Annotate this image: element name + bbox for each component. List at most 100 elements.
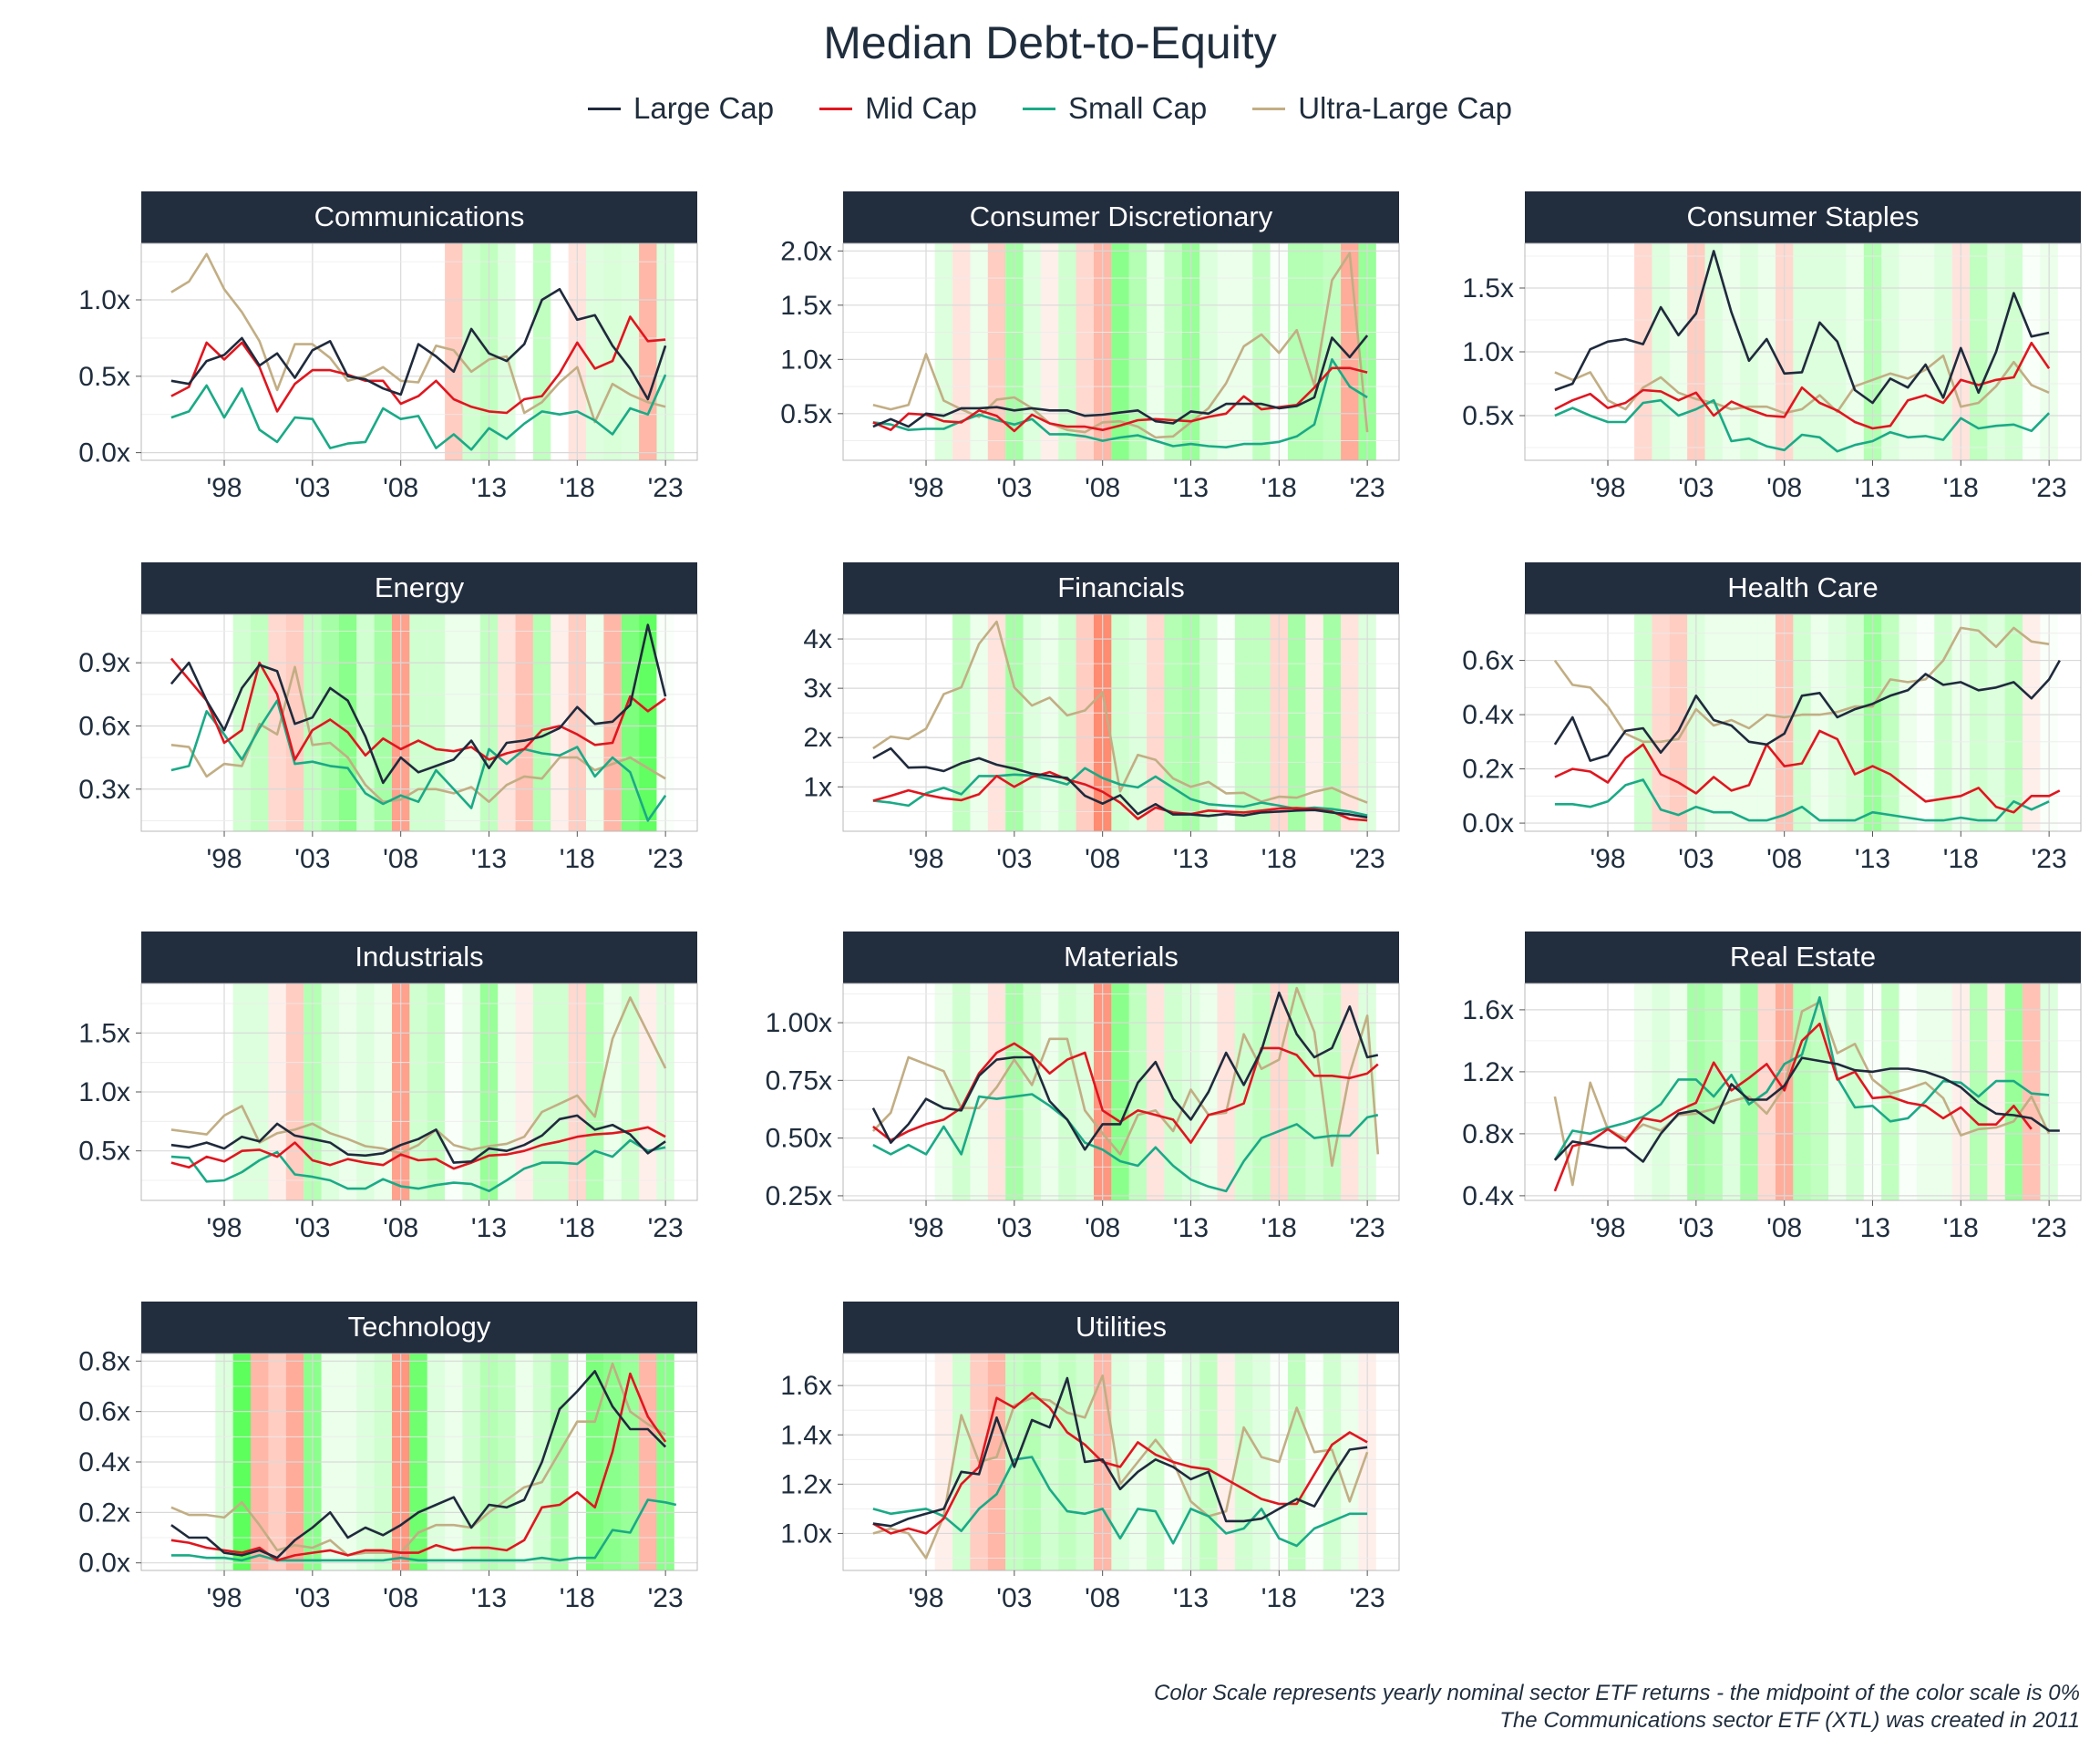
return-band (1234, 243, 1253, 460)
y-tick-label: 0.4x (1462, 700, 1514, 730)
return-band (934, 1354, 953, 1570)
return-band (1634, 983, 1652, 1200)
series-line-large-cap (871, 991, 1379, 1151)
y-tick-label: 1.0x (1462, 337, 1514, 367)
x-tick-label: '23 (648, 844, 684, 874)
x-tick-label: '08 (1766, 844, 1802, 874)
x-tick-label: '13 (471, 473, 507, 503)
return-band (1722, 614, 1741, 831)
return-band (374, 614, 392, 831)
x-tick-label: '03 (1678, 844, 1714, 874)
panel-border (842, 1353, 1400, 1571)
legend-item-small-cap: Small Cap (1022, 91, 1207, 126)
return-band (1899, 614, 1917, 831)
x-tick-label: '08 (383, 1213, 418, 1243)
return-band (498, 243, 516, 460)
panel-strip (141, 562, 697, 614)
legend-label: Ultra-Large Cap (1298, 91, 1512, 125)
x-tick-label: '98 (908, 1583, 943, 1613)
panel-strip (843, 1302, 1399, 1354)
return-band (445, 614, 463, 831)
return-band (1076, 983, 1094, 1200)
series-line-large-cap (1553, 659, 2061, 762)
series-line-small-cap (1553, 996, 2050, 1161)
return-band (498, 614, 516, 831)
return-band (1987, 614, 2005, 831)
return-band (970, 983, 988, 1200)
return-band (1323, 614, 1342, 831)
return-band (1669, 614, 1688, 831)
series-line-ultra-large-cap (170, 252, 666, 424)
panel-energy: Energy 0.3x 0.6x 0.9x '98 '03 '08 '13 '18 '23 (78, 562, 698, 874)
series-line-mid-cap (872, 770, 1368, 822)
x-tick-label: '18 (1261, 844, 1297, 874)
y-tick-label: 0.50x (766, 1124, 832, 1154)
return-band (1288, 983, 1306, 1200)
panel-border (842, 983, 1400, 1201)
return-band (1323, 1354, 1342, 1570)
y-tick-label: 0.2x (1462, 755, 1514, 785)
panel-border (1524, 983, 2082, 1201)
return-band (1147, 614, 1165, 831)
series-line-ultra-large-cap (872, 1374, 1369, 1560)
return-band (1164, 614, 1182, 831)
series-line-small-cap (170, 374, 667, 451)
return-band (1934, 614, 1952, 831)
y-tick-label: 1.6x (780, 1371, 832, 1401)
series-line-mid-cap (1554, 341, 2051, 430)
x-tick-label: '08 (1085, 1213, 1120, 1243)
x-tick-label: '18 (1943, 844, 1979, 874)
return-band (1252, 983, 1271, 1200)
return-band (1076, 243, 1094, 460)
x-tick-label: '13 (1173, 473, 1209, 503)
return-band (987, 1354, 1006, 1570)
panel-title: Materials (1064, 941, 1179, 973)
return-band (1288, 1354, 1306, 1570)
return-band (1970, 614, 1988, 831)
x-tick-label: '08 (383, 473, 418, 503)
return-band (1040, 243, 1059, 460)
x-tick-label: '23 (1350, 844, 1385, 874)
y-tick-label: 0.25x (766, 1181, 832, 1211)
legend-item-large-cap: Large Cap (587, 91, 774, 126)
x-tick-label: '13 (1855, 473, 1890, 503)
return-band (1128, 243, 1148, 460)
return-band (1252, 243, 1271, 460)
x-tick-label: '13 (1855, 1213, 1890, 1243)
return-band (232, 614, 252, 831)
return-band (1234, 614, 1253, 831)
return-band (1111, 243, 1129, 460)
return-band (427, 614, 446, 831)
return-band (2023, 983, 2041, 1200)
panel-title: Industrials (355, 941, 483, 973)
x-tick-label: '13 (1173, 844, 1209, 874)
y-tick-label: 4x (803, 624, 832, 654)
y-tick-label: 0.6x (1462, 646, 1514, 676)
return-band (321, 614, 339, 831)
x-tick-label: '18 (1261, 1213, 1297, 1243)
return-band (952, 243, 971, 460)
series-line-ultra-large-cap (872, 252, 1369, 439)
panel-strip (141, 1302, 697, 1354)
x-tick-label: '03 (294, 473, 330, 503)
return-band (1040, 614, 1059, 831)
series-line-large-cap (170, 1114, 666, 1164)
y-tick-label: 0.8x (78, 1346, 130, 1376)
return-band (1341, 983, 1359, 1200)
x-tick-label: '13 (471, 1583, 507, 1613)
x-tick-label: '08 (1766, 1213, 1802, 1243)
y-tick-label: 0.3x (78, 775, 130, 805)
return-band (1217, 243, 1235, 460)
return-band (1040, 983, 1059, 1200)
return-band (952, 1354, 971, 1570)
x-tick-label: '08 (1766, 473, 1802, 503)
legend-swatch (587, 107, 621, 110)
y-tick-label: 2x (803, 723, 832, 753)
return-band (338, 614, 357, 831)
x-tick-label: '03 (294, 844, 330, 874)
legend-item-ultra-large-cap: Ultra-Large Cap (1252, 91, 1512, 126)
panel-title: Energy (375, 571, 465, 603)
x-tick-label: '23 (2032, 1213, 2067, 1243)
series-line-ultra-large-cap (170, 996, 667, 1155)
legend-swatch (1252, 107, 1286, 110)
